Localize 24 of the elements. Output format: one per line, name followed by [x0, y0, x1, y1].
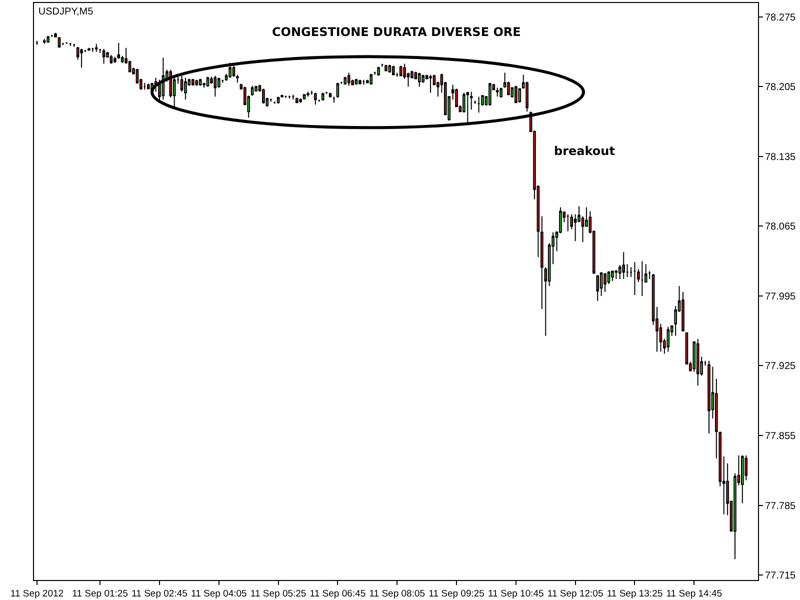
x-tick-label: 11 Sep 06:45: [310, 588, 366, 600]
y-tick-label: 77.925: [765, 361, 796, 372]
annotation: breakout: [554, 144, 616, 158]
x-tick-label: 11 Sep 01:25: [72, 588, 128, 600]
x-tick-label: 11 Sep 13:25: [606, 588, 663, 600]
x-tick-label: 11 Sep 09:25: [428, 588, 484, 600]
x-tick-label: 11 Sep 2012: [10, 588, 64, 600]
chart-title: USDJPY,M5: [38, 6, 94, 18]
x-tick-label: 11 Sep 08:05: [369, 588, 426, 600]
y-tick-label: 78.275: [765, 12, 796, 24]
y-tick-label: 78.135: [765, 152, 796, 163]
y-tick-label: 78.205: [765, 82, 796, 94]
y-tick-label: 78.065: [765, 222, 796, 233]
annotation: CONGESTIONE DURATA DIVERSE ORE: [272, 25, 521, 39]
x-tick-label: 11 Sep 12:05: [547, 588, 604, 600]
x-tick-label: 11 Sep 05:25: [250, 588, 306, 600]
x-tick-label: 11 Sep 02:45: [132, 588, 188, 600]
x-tick-label: 11 Sep 14:45: [666, 588, 722, 600]
x-tick-label: 11 Sep 10:45: [488, 588, 544, 600]
y-tick-label: 77.995: [765, 291, 796, 302]
y-tick-label: 77.715: [765, 570, 796, 582]
y-tick-label: 77.785: [765, 500, 796, 512]
x-tick-label: 11 Sep 04:05: [190, 588, 247, 600]
y-tick-label: 77.855: [765, 431, 796, 442]
